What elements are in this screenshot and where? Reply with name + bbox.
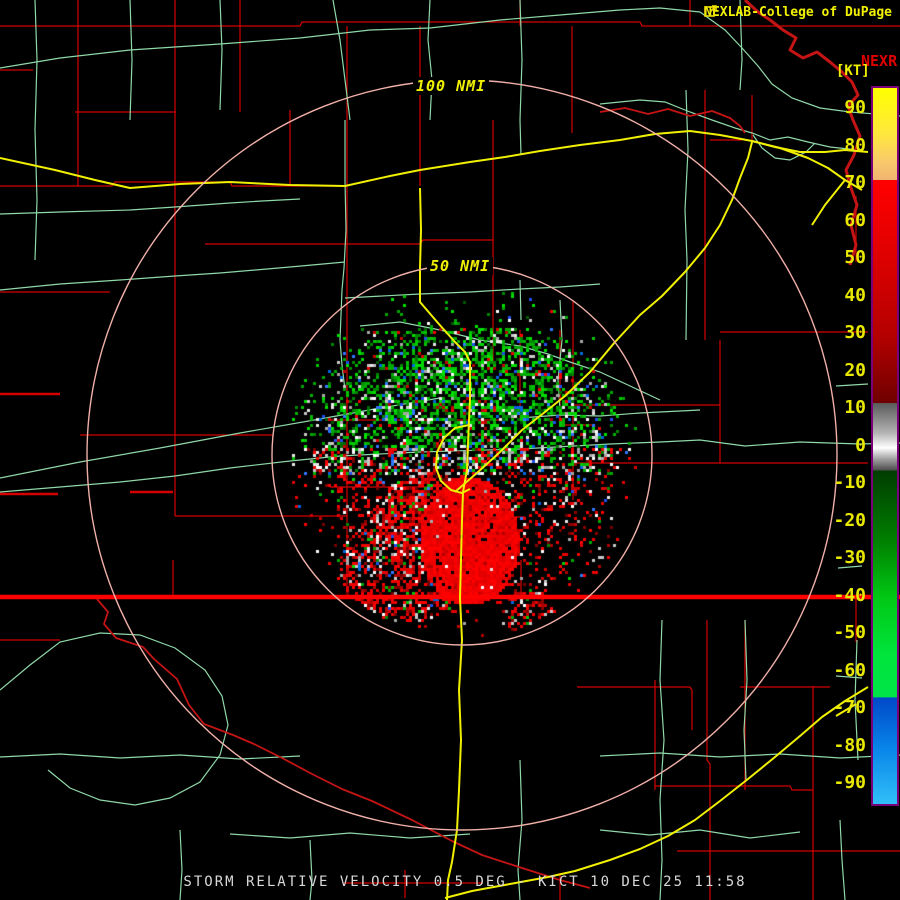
- colorbar-tick-label: 30: [844, 322, 866, 344]
- colorbar-tick-label: -40: [833, 584, 866, 606]
- colorbar-tick-label: 80: [844, 134, 866, 156]
- range-ring-label-50nmi: 50 NMI: [427, 257, 494, 275]
- product-code-label: NEXR: [861, 52, 898, 70]
- colorbar-tick-label: -20: [833, 509, 866, 531]
- colorbar-tick-label: -50: [833, 622, 866, 644]
- colorbar-tick-label: -90: [833, 772, 866, 794]
- velocity-colorbar: [871, 86, 899, 806]
- colorbar-tick-label: -30: [833, 547, 866, 569]
- colorbar-tick-label: 60: [844, 209, 866, 231]
- colorbar-tick-label: -60: [833, 659, 866, 681]
- colorbar-tick-label: 90: [844, 97, 866, 119]
- external-window-icon[interactable]: [704, 5, 717, 18]
- colorbar-tick-label: -80: [833, 734, 866, 756]
- range-ring-50nmi: [271, 264, 653, 646]
- colorbar-tick-label: 70: [844, 172, 866, 194]
- colorbar-tick-label: 20: [844, 359, 866, 381]
- range-ring-label-100nmi: 100 NMI: [413, 77, 490, 95]
- colorbar-tick-label: 40: [844, 284, 866, 306]
- product-caption: STORM RELATIVE VELOCITY 0.5 DEG - KICT 1…: [183, 874, 747, 890]
- brand-label: NEXLAB-College of DuPage: [704, 5, 892, 20]
- colorbar-tick-label: -10: [833, 472, 866, 494]
- brand-link[interactable]: NEXLAB-College of DuPage: [704, 5, 892, 20]
- colorbar-tick-label: -70: [833, 697, 866, 719]
- colorbar-units-label: [KT]: [836, 63, 870, 79]
- colorbar-gradient: [873, 88, 897, 804]
- colorbar-tick-label: 10: [844, 397, 866, 419]
- colorbar-tick-label: 0: [855, 434, 866, 456]
- range-ring-100nmi: [86, 79, 838, 831]
- colorbar-tick-label: 50: [844, 247, 866, 269]
